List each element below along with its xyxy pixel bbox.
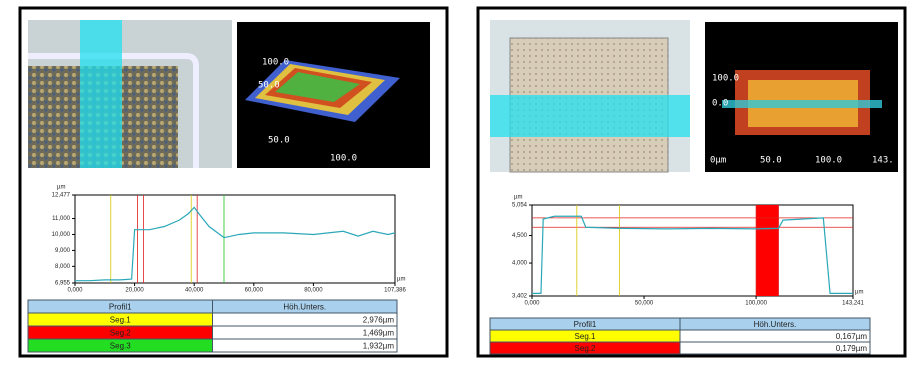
segment-name: Seg.2 [110, 329, 131, 338]
axis-label-3d: 0µm [710, 156, 726, 166]
screen: 100.050.050.0100.0 100.00.00µm50.0100.01… [0, 0, 915, 361]
y-tick-label: 5,054 [512, 203, 528, 209]
plot-area [75, 195, 395, 283]
x-tick-label: 107,386 [384, 288, 406, 294]
header-text: Profil1 [574, 320, 597, 329]
y-tick-label: 8,000 [55, 264, 71, 270]
y-tick-label: 3,402 [512, 294, 528, 300]
x-tick-label: 143,241 [842, 301, 864, 307]
y-tick-label: 11,000 [52, 216, 71, 222]
x-tick-label: 60,000 [245, 288, 264, 294]
y-unit: µm [57, 185, 65, 191]
segment-name: Seg.1 [110, 316, 131, 325]
axis-label-3d: 100.0 [815, 156, 842, 166]
page: {"chart_data":[ {"type":"line","y_unit":… [0, 0, 915, 361]
x-tick-label: 80,000 [304, 288, 323, 294]
segment-value: 2,976µm [363, 316, 395, 325]
header-text: Höh.Unters. [754, 320, 797, 329]
x-tick-label: 40,000 [185, 288, 204, 294]
x-unit: µm [397, 277, 405, 283]
y-tick-label: 6,955 [55, 281, 71, 287]
x-tick-label: 50,000 [635, 301, 654, 307]
view-3d: 100.0 50.0 50.0 100.0 [237, 22, 430, 168]
micrograph [490, 20, 690, 172]
axis-label-3d: 143. [872, 156, 894, 166]
y-tick-label: 9,000 [55, 248, 71, 254]
view-3d: 100.0 0.0 0µm 50.0 100.0 143. [705, 22, 898, 172]
axis-label-3d: 50.0 [258, 81, 280, 91]
data-table: Profil1 Höh.Unters. Seg.1 0,167µm Seg.2 0,179… [490, 318, 870, 354]
axis-label-3d: 50.0 [268, 136, 290, 146]
y-tick-label: 12,477 [52, 193, 71, 199]
axis-label-3d: 50.0 [760, 156, 782, 166]
x-tick-label: 100,000 [745, 301, 767, 307]
y-tick-label: 4,500 [512, 233, 528, 239]
data-table: Profil1 Höh.Unters. Seg.1 2,976µm Seg.2 1,469… [28, 300, 397, 352]
y-unit: µm [514, 195, 522, 201]
segment-name: Seg.1 [575, 332, 596, 341]
segment-value: 0,167µm [836, 332, 868, 341]
micrograph [28, 20, 232, 168]
highlight-region [756, 205, 778, 296]
header-text: Höh.Unters. [283, 303, 326, 312]
segment-name: Seg.3 [110, 342, 131, 351]
axis-label-3d: 100.0 [330, 154, 357, 164]
axis-label-3d: 100.0 [262, 58, 289, 68]
axis-label-3d: 0.0 [712, 99, 728, 109]
segment-value: 0,179µm [836, 344, 868, 353]
axis-label-3d: 100.0 [712, 74, 739, 84]
x-tick-label: 20,000 [125, 288, 144, 294]
y-tick-label: 10,000 [52, 232, 71, 238]
segment-value: 1,932µm [363, 342, 395, 351]
y-tick-label: 4,000 [512, 261, 528, 267]
x-tick-label: 0,000 [524, 301, 540, 307]
segment-value: 1,469µm [363, 329, 395, 338]
x-unit: µm [855, 290, 863, 296]
segment-name: Seg.2 [575, 344, 596, 353]
x-tick-label: 0,000 [67, 288, 83, 294]
header-text: Profil1 [109, 303, 132, 312]
